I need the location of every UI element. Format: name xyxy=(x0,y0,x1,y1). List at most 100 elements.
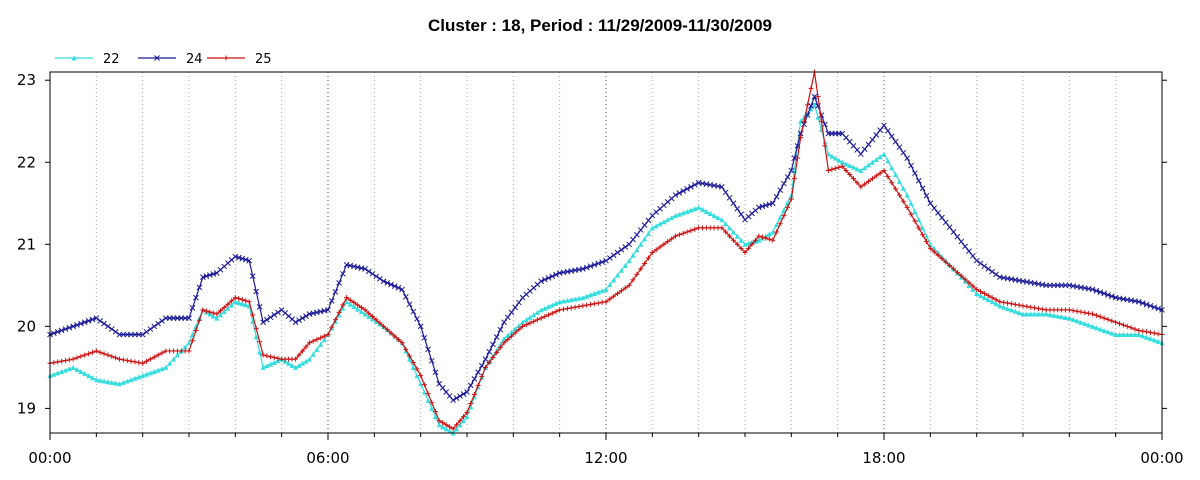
data-point xyxy=(109,379,115,385)
data-point xyxy=(144,358,150,364)
data-point xyxy=(1005,300,1011,306)
data-point xyxy=(978,293,984,299)
data-point xyxy=(730,200,737,207)
data-point xyxy=(568,297,574,303)
data-point xyxy=(954,233,961,240)
data-point xyxy=(673,213,678,219)
data-point xyxy=(508,333,514,339)
data-point xyxy=(1012,301,1018,307)
data-point xyxy=(1035,311,1041,317)
data-point xyxy=(89,349,95,355)
data-point xyxy=(1082,310,1088,316)
data-point xyxy=(59,368,65,374)
data-point xyxy=(885,158,891,164)
legend-item-24: 24 xyxy=(138,52,203,67)
data-point xyxy=(395,336,401,342)
data-point xyxy=(93,348,99,354)
data-point xyxy=(457,422,463,428)
data-point xyxy=(727,225,733,231)
data-point xyxy=(81,319,88,326)
data-point xyxy=(927,245,933,251)
data-point xyxy=(97,349,103,355)
data-point xyxy=(299,315,306,321)
data-point xyxy=(105,352,111,358)
data-point xyxy=(700,206,706,212)
data-point xyxy=(696,204,702,210)
data-point xyxy=(210,310,216,316)
data-point xyxy=(680,188,687,194)
data-point xyxy=(805,102,811,108)
data-point xyxy=(531,318,537,324)
data-point xyxy=(406,301,413,308)
data-point xyxy=(51,330,57,337)
data-point xyxy=(1078,319,1084,325)
data-point xyxy=(246,299,252,305)
data-point xyxy=(218,312,224,318)
data-point xyxy=(200,274,206,280)
data-point xyxy=(1105,329,1111,335)
data-point xyxy=(759,234,765,240)
data-point xyxy=(993,301,999,307)
data-point xyxy=(931,249,937,255)
data-point xyxy=(822,143,828,149)
data-point xyxy=(523,322,529,328)
data-point xyxy=(425,346,431,353)
data-point xyxy=(55,359,61,365)
data-point xyxy=(958,273,964,279)
data-point xyxy=(904,192,910,198)
data-point xyxy=(584,293,590,299)
data-point xyxy=(303,358,309,364)
data-point xyxy=(904,155,911,162)
data-point xyxy=(599,259,605,265)
data-point xyxy=(1108,293,1115,300)
data-point xyxy=(719,217,725,223)
data-point xyxy=(296,362,302,368)
data-point xyxy=(340,305,346,311)
data-point xyxy=(661,219,667,225)
data-point xyxy=(128,377,134,383)
data-point xyxy=(306,356,312,362)
data-point xyxy=(250,318,256,324)
series-group xyxy=(47,69,1165,436)
data-point xyxy=(981,291,987,297)
data-point xyxy=(436,422,442,428)
y-tick-label: 23 xyxy=(17,71,36,89)
data-point xyxy=(692,206,698,212)
data-point xyxy=(784,174,791,180)
data-point xyxy=(858,184,864,190)
data-point xyxy=(1093,325,1099,331)
data-point xyxy=(196,284,203,291)
data-point xyxy=(1147,336,1153,342)
data-point xyxy=(214,311,220,317)
data-point xyxy=(756,204,762,211)
data-point xyxy=(1028,304,1034,310)
axis-ticks: 00:00 06:00 12:00 18:00 00:00 19 20 21 22 23 xyxy=(17,71,1184,467)
data-point xyxy=(726,194,733,201)
data-point xyxy=(388,281,394,288)
legend-marker xyxy=(223,55,229,61)
x-tick-label: 00:00 xyxy=(1140,449,1183,467)
data-point xyxy=(825,151,831,157)
data-point xyxy=(763,235,769,241)
data-point xyxy=(981,295,987,301)
x-tick-label: 00:00 xyxy=(28,449,71,467)
data-point xyxy=(260,352,266,358)
data-point xyxy=(105,323,111,330)
data-point xyxy=(603,286,609,292)
data-point xyxy=(339,270,346,277)
data-point xyxy=(866,162,872,168)
data-point xyxy=(815,94,821,100)
data-point xyxy=(1051,312,1057,318)
data-point xyxy=(268,361,274,367)
data-point xyxy=(432,409,438,415)
data-point xyxy=(128,358,134,364)
data-point xyxy=(1024,311,1030,317)
data-point xyxy=(997,303,1003,309)
data-point xyxy=(236,300,242,306)
data-point xyxy=(1093,287,1100,294)
data-point xyxy=(51,371,57,377)
data-point xyxy=(1070,317,1076,323)
data-point xyxy=(858,167,864,173)
data-point xyxy=(923,233,929,239)
